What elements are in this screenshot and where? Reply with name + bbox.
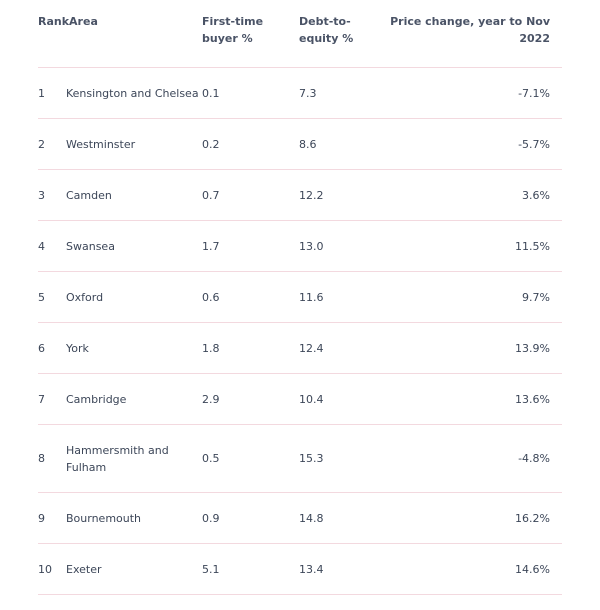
- table-row: 7 Cambridge 2.9 10.4 13.6%: [38, 373, 562, 425]
- first-time-buyer-cell: 0.2: [202, 118, 299, 170]
- debt-to-equity-cell: 7.3: [299, 67, 389, 119]
- area-cell: Kensington and Chelsea: [66, 67, 202, 119]
- price-change-cell: 11.5%: [389, 220, 562, 272]
- area-cell: Cambridge: [66, 373, 202, 425]
- price-change-cell: -7.1%: [389, 67, 562, 119]
- area-cell: Bournemouth: [66, 492, 202, 544]
- data-table: RankArea First-time buyer % Debt-to-equi…: [38, 0, 562, 595]
- price-change-cell: 13.6%: [389, 373, 562, 425]
- first-time-buyer-cell: 0.7: [202, 169, 299, 221]
- rank-cell: 5: [38, 271, 66, 323]
- rank-cell: 7: [38, 373, 66, 425]
- header-rank-area[interactable]: RankArea: [38, 0, 202, 68]
- first-time-buyer-cell: 1.8: [202, 322, 299, 374]
- first-time-buyer-cell: 0.6: [202, 271, 299, 323]
- first-time-buyer-cell: 5.1: [202, 543, 299, 595]
- table-row: 8 Hammersmith and Fulham 0.5 15.3 -4.8%: [38, 424, 562, 493]
- header-first-time-buyer[interactable]: First-time buyer %: [202, 0, 299, 68]
- debt-to-equity-cell: 8.6: [299, 118, 389, 170]
- debt-to-equity-cell: 14.8: [299, 492, 389, 544]
- debt-to-equity-cell: 10.4: [299, 373, 389, 425]
- rank-cell: 2: [38, 118, 66, 170]
- area-cell: Exeter: [66, 543, 202, 595]
- area-cell: Hammersmith and Fulham: [66, 424, 202, 493]
- first-time-buyer-cell: 1.7: [202, 220, 299, 272]
- table-row: 4 Swansea 1.7 13.0 11.5%: [38, 220, 562, 272]
- area-cell: Swansea: [66, 220, 202, 272]
- area-cell: Camden: [66, 169, 202, 221]
- price-change-cell: 16.2%: [389, 492, 562, 544]
- area-cell: Westminster: [66, 118, 202, 170]
- price-change-cell: 13.9%: [389, 322, 562, 374]
- rank-cell: 3: [38, 169, 66, 221]
- table-row: 5 Oxford 0.6 11.6 9.7%: [38, 271, 562, 323]
- table-row: 9 Bournemouth 0.9 14.8 16.2%: [38, 492, 562, 544]
- debt-to-equity-cell: 12.4: [299, 322, 389, 374]
- price-change-cell: -5.7%: [389, 118, 562, 170]
- debt-to-equity-cell: 11.6: [299, 271, 389, 323]
- rank-cell: 9: [38, 492, 66, 544]
- table-row: 6 York 1.8 12.4 13.9%: [38, 322, 562, 374]
- table-body: 1 Kensington and Chelsea 0.1 7.3 -7.1% 2…: [38, 67, 562, 595]
- rank-cell: 10: [38, 543, 66, 595]
- header-debt-to-equity[interactable]: Debt-to-equity %: [299, 0, 389, 68]
- rank-cell: 4: [38, 220, 66, 272]
- first-time-buyer-cell: 2.9: [202, 373, 299, 425]
- price-change-cell: 3.6%: [389, 169, 562, 221]
- debt-to-equity-cell: 15.3: [299, 424, 389, 493]
- header-price-change[interactable]: Price change, year to Nov 2022: [389, 0, 562, 68]
- rank-cell: 1: [38, 67, 66, 119]
- table-row: 1 Kensington and Chelsea 0.1 7.3 -7.1%: [38, 67, 562, 119]
- table-row: 3 Camden 0.7 12.2 3.6%: [38, 169, 562, 221]
- price-change-cell: 9.7%: [389, 271, 562, 323]
- first-time-buyer-cell: 0.5: [202, 424, 299, 493]
- area-cell: Oxford: [66, 271, 202, 323]
- price-change-cell: -4.8%: [389, 424, 562, 493]
- rank-cell: 6: [38, 322, 66, 374]
- debt-to-equity-cell: 13.0: [299, 220, 389, 272]
- area-cell: York: [66, 322, 202, 374]
- debt-to-equity-cell: 12.2: [299, 169, 389, 221]
- header-row: RankArea First-time buyer % Debt-to-equi…: [38, 0, 562, 68]
- first-time-buyer-cell: 0.9: [202, 492, 299, 544]
- table-row: 10 Exeter 5.1 13.4 14.6%: [38, 543, 562, 595]
- price-change-cell: 14.6%: [389, 543, 562, 595]
- first-time-buyer-cell: 0.1: [202, 67, 299, 119]
- rank-cell: 8: [38, 424, 66, 493]
- table-row: 2 Westminster 0.2 8.6 -5.7%: [38, 118, 562, 170]
- debt-to-equity-cell: 13.4: [299, 543, 389, 595]
- table-header: RankArea First-time buyer % Debt-to-equi…: [38, 0, 562, 68]
- data-table-container: RankArea First-time buyer % Debt-to-equi…: [38, 0, 562, 595]
